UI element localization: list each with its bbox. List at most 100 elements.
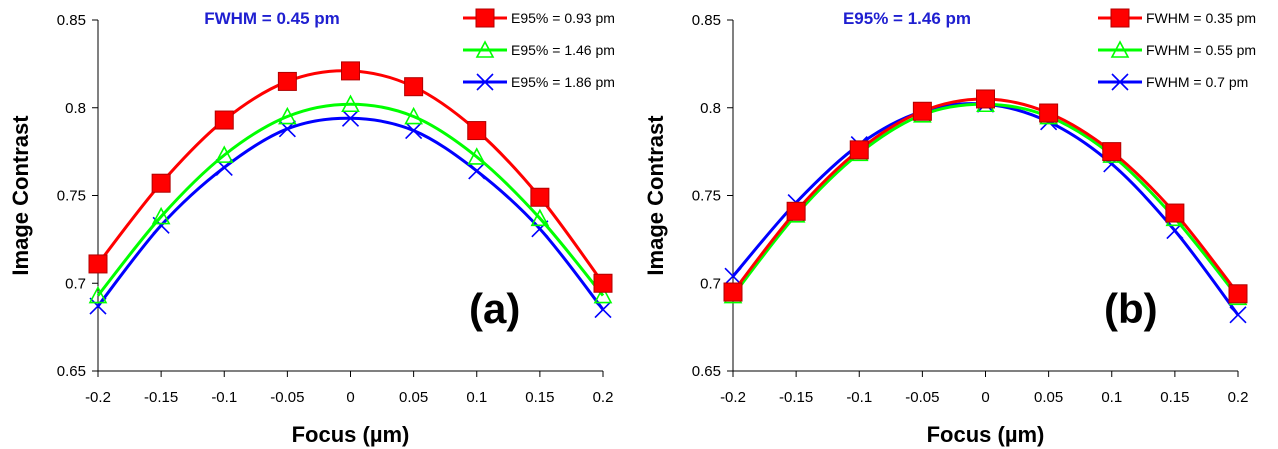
data-point — [530, 208, 550, 227]
data-point — [593, 273, 613, 293]
data-point — [341, 109, 360, 127]
panel-label: (b) — [1104, 285, 1158, 332]
data-point — [786, 201, 806, 221]
data-point — [1165, 203, 1185, 223]
data-point — [912, 101, 932, 121]
data-point — [976, 89, 995, 109]
data-point — [467, 147, 487, 165]
y-tick-label: 0.7 — [700, 275, 721, 292]
y-tick-label: 0.8 — [700, 100, 721, 117]
legend-marker — [1111, 73, 1129, 91]
y-tick-label: 0.65 — [57, 363, 86, 380]
panel-label: (a) — [469, 285, 520, 332]
data-point — [214, 110, 234, 130]
legend-marker — [1110, 8, 1130, 28]
data-point — [723, 282, 743, 302]
x-axis-title: Focus (µm) — [927, 422, 1045, 447]
legend-item: E95% = 1.86 pm — [463, 73, 615, 91]
legend-item: E95% = 1.46 pm — [463, 40, 615, 58]
x-tick-label: -0.15 — [779, 389, 813, 406]
data-point — [1039, 103, 1059, 123]
x-tick-label: -0.2 — [720, 389, 746, 406]
x-axis-title: Focus (µm) — [292, 422, 410, 447]
data-point — [467, 121, 487, 141]
series-1 — [723, 89, 1248, 304]
legend: E95% = 0.93 pm E95% = 1.46 pm E95% = 1.86 … — [463, 8, 615, 91]
series-3 — [89, 109, 612, 319]
x-tick-label: 0.1 — [1101, 389, 1122, 406]
x-tick-label: 0.05 — [399, 389, 428, 406]
data-point — [89, 297, 107, 315]
data-point — [1102, 142, 1122, 162]
legend-label: E95% = 1.86 pm — [511, 74, 615, 90]
x-tick-label: 0.05 — [1034, 389, 1063, 406]
x-tick-label: -0.15 — [144, 389, 178, 406]
series-2 — [723, 94, 1248, 306]
data-point — [530, 187, 550, 207]
y-tick-label: 0.65 — [692, 363, 721, 380]
legend-marker — [475, 40, 495, 58]
legend-label: FWHM = 0.55 pm — [1146, 42, 1256, 58]
y-tick-label: 0.85 — [692, 12, 721, 29]
series-line — [96, 102, 605, 297]
legend-label: FWHM = 0.7 pm — [1146, 74, 1248, 90]
x-tick-label: -0.05 — [270, 389, 304, 406]
data-point — [1228, 284, 1248, 304]
x-tick-label: -0.05 — [905, 389, 939, 406]
x-tick-label: 0 — [346, 389, 354, 406]
data-point — [1229, 306, 1247, 324]
x-tick-label: 0 — [981, 389, 989, 406]
y-tick-label: 0.85 — [57, 12, 86, 29]
x-tick-label: 0.15 — [525, 389, 554, 406]
x-tick-label: 0.15 — [1160, 389, 1189, 406]
x-tick-label: 0.1 — [466, 389, 487, 406]
y-tick-label: 0.75 — [57, 188, 86, 205]
legend-item: FWHM = 0.55 pm — [1098, 40, 1256, 58]
data-point — [849, 140, 869, 160]
series-1 — [88, 61, 613, 293]
data-point — [341, 94, 360, 113]
y-tick-label: 0.8 — [65, 100, 86, 117]
y-tick-label: 0.7 — [65, 275, 86, 292]
legend-label: E95% = 0.93 pm — [511, 10, 615, 26]
data-point — [214, 145, 234, 163]
legend-marker — [475, 8, 495, 28]
data-point — [278, 106, 297, 125]
data-point — [341, 61, 360, 81]
legend-label: FWHM = 0.35 pm — [1146, 10, 1256, 26]
y-axis-title: Image Contrast — [643, 115, 668, 276]
series-line — [731, 97, 1240, 295]
legend-marker — [476, 73, 494, 91]
legend-item: FWHM = 0.35 pm — [1098, 8, 1256, 28]
data-point — [405, 121, 423, 140]
series-line — [96, 116, 605, 311]
series-line — [731, 102, 1240, 316]
data-point — [88, 285, 108, 304]
legend-item: FWHM = 0.7 pm — [1098, 73, 1248, 91]
data-point — [88, 254, 108, 274]
legend: FWHM = 0.35 pm FWHM = 0.55 pm FWHM = 0.7 p… — [1098, 8, 1256, 91]
chart-title: E95% = 1.46 pm — [843, 9, 971, 28]
data-point — [277, 71, 297, 91]
data-point — [593, 285, 613, 304]
x-tick-label: -0.2 — [85, 389, 111, 406]
x-tick-label: -0.1 — [211, 389, 237, 406]
data-point — [404, 106, 423, 125]
x-tick-label: -0.1 — [846, 389, 872, 406]
series-line — [96, 69, 605, 285]
x-tick-label: 0.2 — [1228, 389, 1249, 406]
legend-marker — [1110, 40, 1130, 58]
data-point — [404, 77, 424, 97]
data-point — [594, 301, 612, 319]
chart-panel-a: 0.65 0.7 0.75 0.8 0.85 -0.2 -0.15 -0.1 -0.05 0 0.0… — [8, 8, 615, 447]
data-point — [468, 162, 486, 180]
data-point — [724, 267, 742, 285]
series-2 — [88, 94, 613, 304]
chart-title: FWHM = 0.45 pm — [204, 9, 340, 28]
data-point — [151, 173, 171, 193]
data-point — [151, 206, 171, 225]
legend-item: E95% = 0.93 pm — [463, 8, 615, 28]
chart-panel-b: 0.65 0.7 0.75 0.8 0.85 -0.2 -0.15 -0.1 -0.05 0 0.0… — [643, 8, 1256, 447]
y-tick-label: 0.75 — [692, 188, 721, 205]
x-tick-label: 0.2 — [593, 389, 614, 406]
